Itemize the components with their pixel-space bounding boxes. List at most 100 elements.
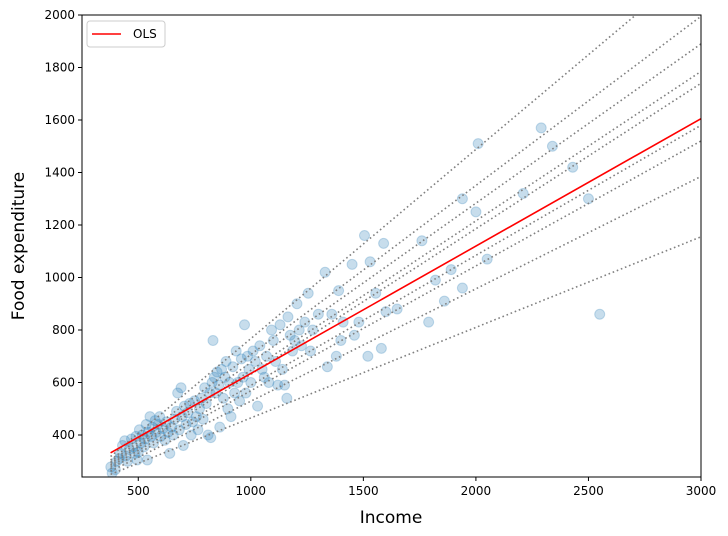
data-point bbox=[594, 308, 606, 320]
data-point bbox=[378, 237, 390, 249]
data-point bbox=[263, 377, 275, 388]
data-point bbox=[247, 345, 259, 357]
data-point bbox=[175, 382, 187, 394]
data-point bbox=[148, 437, 160, 449]
data-point bbox=[326, 308, 338, 320]
plot-frame bbox=[81, 14, 702, 478]
data-point bbox=[106, 467, 118, 477]
data-point bbox=[167, 429, 179, 441]
y-tick-label: 800 bbox=[52, 323, 75, 337]
data-point bbox=[423, 316, 435, 328]
y-axis-label: Food expenditure bbox=[9, 172, 29, 320]
data-point bbox=[229, 387, 241, 399]
data-point bbox=[481, 253, 493, 265]
data-point bbox=[364, 256, 376, 268]
x-tick-label: 1500 bbox=[348, 484, 379, 498]
data-point bbox=[214, 421, 226, 433]
x-tick-label: 3000 bbox=[686, 484, 717, 498]
data-point bbox=[282, 311, 294, 323]
data-point bbox=[227, 361, 239, 373]
x-axis-label: Income bbox=[360, 508, 423, 528]
data-point bbox=[261, 350, 273, 362]
data-point bbox=[302, 287, 314, 299]
data-point bbox=[140, 419, 152, 430]
data-point bbox=[370, 287, 382, 299]
data-point bbox=[456, 193, 468, 205]
quantile-line bbox=[110, 43, 701, 463]
data-point bbox=[177, 440, 189, 451]
data-point bbox=[207, 335, 219, 346]
x-tick-label: 1000 bbox=[236, 484, 267, 498]
data-point bbox=[272, 379, 284, 391]
quantile-line bbox=[110, 70, 701, 465]
data-point bbox=[304, 345, 316, 357]
data-point bbox=[535, 122, 547, 134]
data-point bbox=[319, 266, 331, 278]
y-tick-label: 1200 bbox=[44, 218, 75, 232]
legend-ols-label: OLS bbox=[133, 27, 157, 41]
data-point bbox=[567, 161, 579, 173]
legend-box bbox=[86, 20, 166, 48]
quantile-line bbox=[110, 236, 701, 476]
data-point bbox=[220, 356, 232, 367]
data-point bbox=[202, 429, 214, 441]
data-point bbox=[335, 335, 347, 346]
data-point bbox=[234, 395, 246, 407]
data-point bbox=[333, 285, 345, 297]
data-point bbox=[266, 324, 278, 336]
legend: OLS bbox=[86, 20, 166, 48]
data-point bbox=[362, 350, 374, 362]
data-point bbox=[185, 429, 197, 441]
y-tick-label: 2000 bbox=[44, 8, 75, 22]
data-point bbox=[358, 230, 370, 241]
data-point bbox=[197, 413, 209, 425]
data-point bbox=[245, 377, 257, 388]
data-point bbox=[472, 138, 484, 150]
data-point bbox=[284, 329, 296, 341]
data-point bbox=[252, 400, 264, 412]
data-point bbox=[293, 324, 305, 336]
data-point bbox=[291, 298, 303, 310]
data-point bbox=[180, 419, 192, 430]
ols-line bbox=[110, 117, 701, 454]
data-point bbox=[149, 415, 161, 427]
data-point bbox=[445, 264, 457, 276]
quantile-line bbox=[110, 82, 701, 466]
data-point bbox=[330, 350, 342, 362]
data-point bbox=[235, 353, 247, 365]
data-point bbox=[239, 319, 251, 331]
y-tick-label: 1600 bbox=[44, 113, 75, 127]
data-point bbox=[172, 387, 184, 399]
data-point bbox=[225, 411, 237, 423]
ols-regression-line bbox=[110, 117, 701, 454]
y-tick-label: 1800 bbox=[44, 61, 75, 75]
x-tick-label: 2500 bbox=[573, 484, 604, 498]
data-point bbox=[222, 403, 234, 415]
data-point bbox=[249, 356, 261, 367]
data-point bbox=[274, 319, 286, 331]
data-point bbox=[299, 316, 311, 328]
data-point bbox=[192, 424, 204, 436]
x-tick-label: 500 bbox=[127, 484, 150, 498]
data-point bbox=[438, 295, 450, 307]
data-point bbox=[456, 282, 468, 294]
y-tick-label: 1000 bbox=[44, 271, 75, 285]
data-point bbox=[141, 454, 153, 466]
data-point bbox=[216, 363, 228, 375]
data-point bbox=[258, 371, 270, 383]
y-tick-label: 400 bbox=[52, 428, 75, 442]
data-point bbox=[267, 335, 279, 346]
data-point bbox=[144, 411, 156, 423]
data-point bbox=[416, 235, 428, 247]
y-axis-ticks: 400 600 800 1000 1200 1400 1600 1800 2000 bbox=[44, 8, 82, 442]
data-point bbox=[429, 274, 441, 286]
data-point bbox=[254, 340, 266, 352]
data-point bbox=[312, 308, 324, 320]
data-point bbox=[133, 424, 145, 436]
data-point bbox=[162, 426, 174, 438]
data-point bbox=[217, 392, 229, 404]
data-point bbox=[321, 361, 333, 373]
x-tick-label: 2000 bbox=[461, 484, 492, 498]
